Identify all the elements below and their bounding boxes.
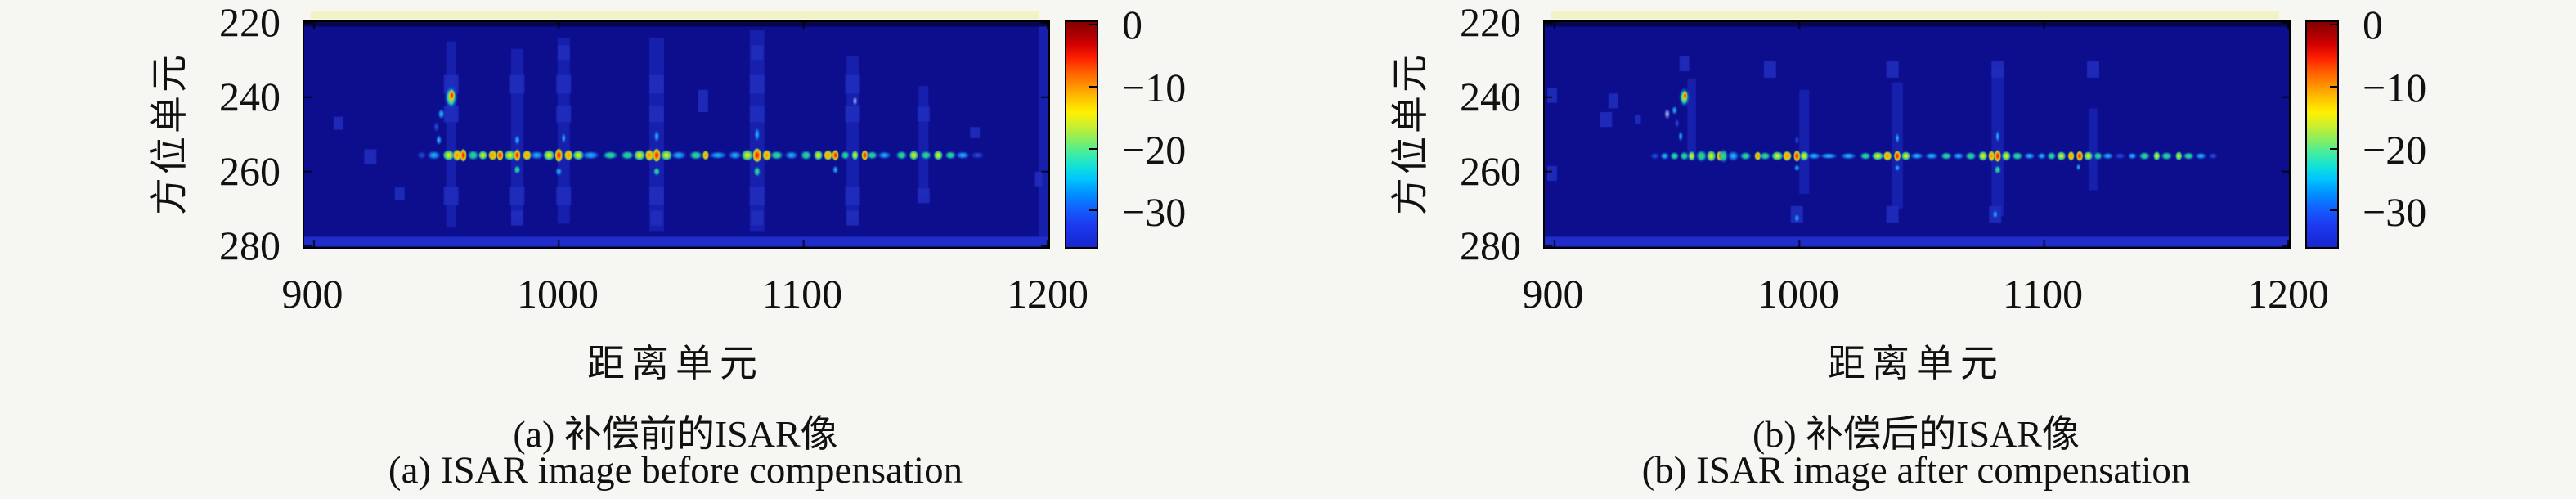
colorbar-tick-notch bbox=[2330, 209, 2337, 211]
colorbar-tick-label: 0 bbox=[1122, 2, 1142, 47]
colorbar bbox=[2305, 20, 2339, 249]
colorbar-tick-label: −30 bbox=[1122, 189, 1187, 235]
isar-heatmap-after bbox=[1543, 20, 2291, 249]
y-tick-label: 260 bbox=[1460, 148, 1521, 194]
colorbar-tick-notch bbox=[2330, 86, 2337, 88]
colorbar bbox=[1065, 20, 1098, 249]
caption-english: (a) ISAR image before compensation bbox=[388, 449, 963, 492]
caption-chinese: (a) 补偿前的ISAR像 bbox=[513, 413, 838, 455]
y-tick-label: 280 bbox=[1460, 223, 1521, 268]
x-tick-label: 900 bbox=[281, 271, 343, 317]
heatmap-canvas bbox=[304, 22, 1048, 247]
y-tick-label: 240 bbox=[1460, 74, 1521, 119]
y-tick-label: 220 bbox=[219, 0, 280, 45]
x-tick-label: 1100 bbox=[761, 271, 843, 317]
colorbar-tick-notch bbox=[1089, 209, 1097, 211]
colorbar-tick-label: −10 bbox=[1122, 65, 1187, 110]
colorbar-tick-notch bbox=[2330, 148, 2337, 150]
x-axis-label: 距离单元 bbox=[1828, 343, 2004, 384]
x-tick-label: 1000 bbox=[1757, 271, 1839, 317]
y-axis-label-box: 方位单元 bbox=[1368, 20, 1447, 245]
colorbar-tick-label: 0 bbox=[2363, 2, 2383, 47]
y-tick-label: 260 bbox=[219, 148, 280, 194]
x-tick-label: 1200 bbox=[1007, 271, 1088, 317]
x-tick-label: 1100 bbox=[2002, 271, 2084, 317]
heatmap-canvas bbox=[1545, 22, 2289, 247]
panel-before-compensation: 方位单元 220 240 260 280 0 −10 −20 −30 900 1… bbox=[0, 0, 1241, 499]
caption-english: (b) ISAR image after compensation bbox=[1641, 449, 2191, 492]
colorbar-tick-label: −30 bbox=[2363, 189, 2427, 235]
colorbar-tick-notch bbox=[1089, 24, 1097, 25]
x-axis-label: 距离单元 bbox=[587, 343, 764, 384]
x-tick-label: 1200 bbox=[2247, 271, 2329, 317]
colorbar-tick-notch bbox=[1089, 148, 1097, 150]
y-axis-label-box: 方位单元 bbox=[128, 20, 206, 245]
colorbar-tick-label: −20 bbox=[1122, 127, 1187, 173]
colorbar-tick-label: −10 bbox=[2363, 65, 2427, 110]
caption-chinese: (b) 补偿后的ISAR像 bbox=[1752, 413, 2080, 455]
colorbar-tick-notch bbox=[1089, 86, 1097, 88]
colorbar-tick-notch bbox=[2330, 24, 2337, 25]
y-tick-label: 240 bbox=[219, 74, 280, 119]
plot-top-strip bbox=[1551, 11, 2279, 19]
plot-top-strip bbox=[311, 11, 1039, 19]
x-tick-label: 1000 bbox=[517, 271, 599, 317]
y-tick-label: 280 bbox=[219, 223, 280, 268]
panel-after-compensation: 方位单元 220 240 260 280 0 −10 −20 −30 900 1… bbox=[1241, 0, 2481, 499]
y-tick-label: 220 bbox=[1460, 0, 1521, 45]
isar-heatmap-before bbox=[303, 20, 1050, 249]
colorbar-tick-label: −20 bbox=[2363, 127, 2427, 173]
x-tick-label: 900 bbox=[1522, 271, 1584, 317]
